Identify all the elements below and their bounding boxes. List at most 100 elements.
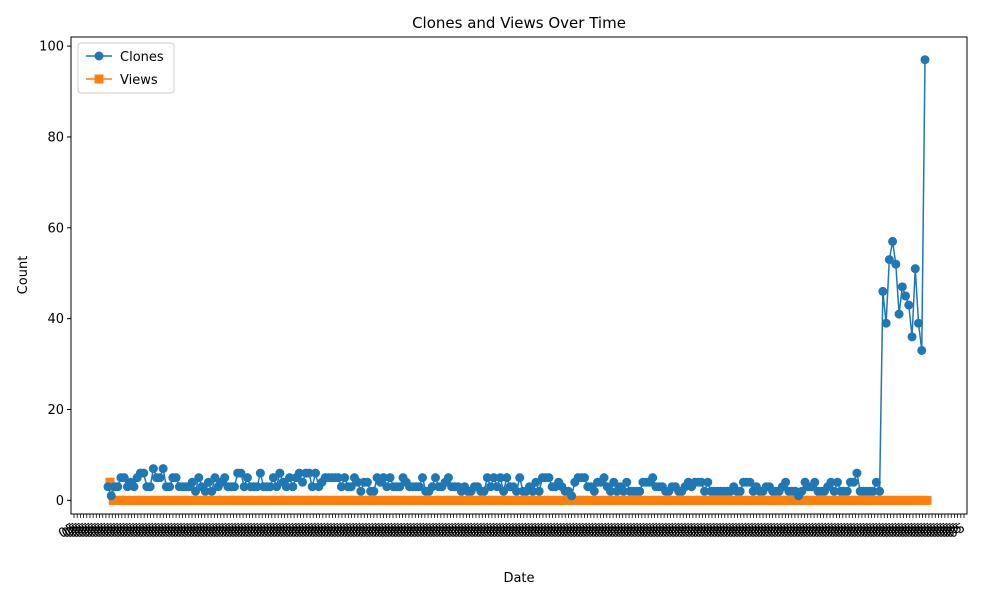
x-tick-label: 05: [921, 520, 943, 541]
x-tick-label: 05: [621, 520, 643, 541]
x-tick-label: 05: [822, 520, 844, 541]
x-tick-label: 05: [413, 520, 435, 541]
clones-marker: [304, 468, 314, 478]
clones-marker: [298, 477, 308, 487]
x-tick-label: 05: [391, 520, 413, 541]
x-tick-label: 05: [729, 520, 751, 541]
x-tick-label: 05: [82, 520, 104, 541]
x-tick-label: 05: [493, 520, 515, 541]
x-tick-label: 05: [850, 520, 872, 541]
x-tick-label: 05: [267, 520, 289, 541]
clones-marker: [427, 482, 437, 492]
x-tick-label: 05: [646, 520, 668, 541]
x-tick-label: 05: [598, 520, 620, 541]
x-tick-label: 05: [771, 520, 793, 541]
x-tick-label: 05: [662, 520, 684, 541]
x-tick-label: 05: [857, 520, 879, 541]
clones-marker: [489, 473, 499, 483]
x-tick-label: 05: [270, 520, 292, 541]
x-tick-label: 05: [704, 520, 726, 541]
x-tick-label: 05: [560, 520, 582, 541]
clones-marker: [239, 482, 249, 492]
x-tick-label: 05: [879, 520, 901, 541]
clones-marker: [884, 255, 894, 265]
x-tick-label: 05: [436, 520, 458, 541]
x-tick-label: 05: [401, 520, 423, 541]
x-tick-label: 05: [429, 520, 451, 541]
x-tick-label: 05: [315, 520, 337, 541]
x-tick-label: 05: [551, 520, 573, 541]
clones-marker: [229, 482, 239, 492]
x-tick-label: 05: [283, 520, 305, 541]
x-tick-label: 05: [238, 520, 260, 541]
x-tick-label: 05: [359, 520, 381, 541]
x-tick-label: 05: [372, 520, 394, 541]
x-tick-label: 05: [924, 520, 946, 541]
x-tick-label: 05: [541, 520, 563, 541]
clones-marker: [878, 286, 888, 296]
x-tick-label: 05: [675, 520, 697, 541]
y-tick-label: 0: [56, 494, 64, 509]
clones-marker: [907, 332, 917, 342]
x-tick-label: 05: [145, 520, 167, 541]
x-tick-label: 05: [477, 520, 499, 541]
clones-marker: [745, 477, 755, 487]
x-tick-label: 05: [844, 520, 866, 541]
x-tick-label: 05: [244, 520, 266, 541]
x-tick-label: 05: [758, 520, 780, 541]
x-tick-label: 05: [847, 520, 869, 541]
x-tick-label: 05: [382, 520, 404, 541]
x-tick-label: 05: [567, 520, 589, 541]
x-tick-label: 05: [152, 520, 174, 541]
clones-marker: [492, 482, 502, 492]
x-tick-label: 05: [445, 520, 467, 541]
x-tick-label: 05: [576, 520, 598, 541]
x-tick-label: 05: [854, 520, 876, 541]
x-axis: 0505050505050505050505050505050505050505…: [56, 514, 968, 542]
x-tick-label: 05: [219, 520, 241, 541]
clones-marker: [119, 473, 129, 483]
series-layer: [103, 55, 932, 505]
x-tick-label: 05: [803, 520, 825, 541]
x-tick-label: 05: [547, 520, 569, 541]
x-tick-label: 05: [302, 520, 324, 541]
x-tick-label: 05: [873, 520, 895, 541]
plot-frame: [70, 36, 968, 515]
x-tick-label: 05: [276, 520, 298, 541]
x-tick-label: 05: [394, 520, 416, 541]
y-axis-title: Count: [16, 256, 31, 295]
x-tick-label: 05: [579, 520, 601, 541]
x-tick-label: 05: [343, 520, 365, 541]
clones-marker: [395, 482, 405, 492]
x-tick-label: 05: [362, 520, 384, 541]
clones-marker: [340, 473, 350, 483]
x-tick-label: 05: [104, 520, 126, 541]
x-tick-label: 05: [72, 520, 94, 541]
x-tick-label: 05: [168, 520, 190, 541]
x-tick-label: 05: [943, 520, 965, 541]
clones-marker: [904, 300, 914, 310]
clones-marker: [486, 482, 496, 492]
x-tick-label: 05: [914, 520, 936, 541]
x-tick-label: 05: [66, 520, 88, 541]
x-tick-label: 05: [197, 520, 219, 541]
x-tick-label: 05: [366, 520, 388, 541]
clones-marker: [165, 482, 175, 492]
clones-marker: [515, 473, 525, 483]
x-tick-label: 05: [439, 520, 461, 541]
clones-marker: [353, 477, 363, 487]
clones-marker: [479, 486, 489, 496]
x-tick-label: 05: [69, 520, 91, 541]
x-tick-label: 05: [659, 520, 681, 541]
x-tick-label: 05: [669, 520, 691, 541]
x-tick-label: 05: [732, 520, 754, 541]
clones-marker: [894, 309, 904, 319]
x-tick-label: 05: [835, 520, 857, 541]
x-tick-label: 05: [184, 520, 206, 541]
clones-marker: [158, 464, 168, 474]
x-tick-label: 05: [464, 520, 486, 541]
clones-marker: [531, 477, 541, 487]
x-tick-label: 05: [63, 520, 85, 541]
clones-marker: [482, 473, 492, 483]
